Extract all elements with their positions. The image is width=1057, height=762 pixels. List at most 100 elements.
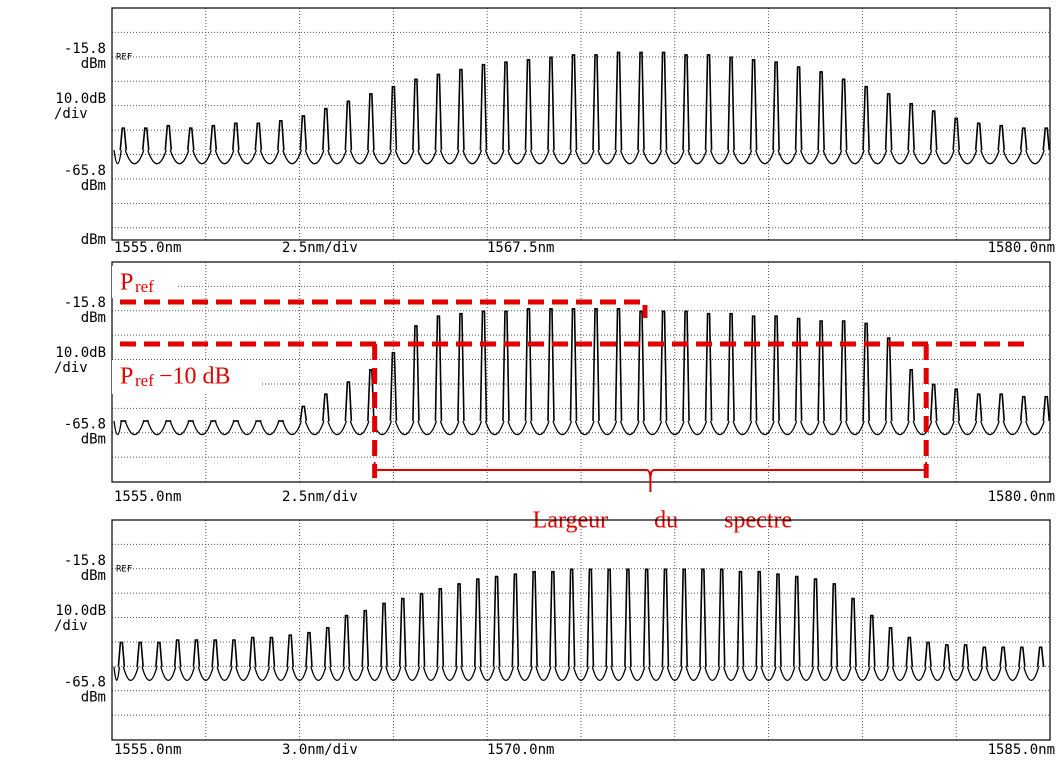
y-unit: dBm [81,568,106,584]
label-background [112,266,178,298]
p-ref-label: P [120,270,133,296]
p-ref-sub: ref [135,277,154,296]
noise-floor [113,149,1045,165]
spectral-line [211,639,219,667]
spectral-line [884,337,893,422]
spectral-line [117,641,126,667]
spectral-line [997,393,1006,422]
y-scale-label: 10.0dB [55,345,106,361]
spectral-line [457,68,465,151]
spectral-line [929,383,938,422]
y-scale-label: /div [54,360,88,376]
spectral-line [929,110,938,151]
spectral-line [155,641,163,667]
spectral-line [839,320,848,422]
spectral-line [322,393,330,422]
spectral-line [952,388,960,422]
spectral-line [811,578,820,667]
spectral-line [907,102,915,151]
p-ref-10-label: P [120,364,133,390]
spectral-line [997,124,1006,151]
spectral-line [267,636,276,667]
y-tick-label: -15.8 [64,41,106,57]
spectral-line [755,570,764,667]
spectral-line [980,646,989,667]
spectral-line [592,308,600,422]
spectral-line [924,641,932,667]
spectral-line [830,583,839,667]
y-tick-label: -65.8 [64,417,106,433]
spectral-line [794,66,803,151]
x-tick-label: 1570.0nm [487,742,554,758]
y-unit: dBm [81,232,106,248]
spectral-line [192,639,201,667]
spectral-line [1019,395,1028,422]
spectral-line [680,568,688,667]
y-scale-label: /div [54,618,88,634]
spectral-line [434,73,443,151]
y-scale-label: 10.0dB [55,91,106,107]
spectral-line [344,100,353,151]
spectral-line [774,573,782,667]
noise-floor [113,420,1045,436]
spectral-line [1019,127,1028,151]
spectral-line [659,51,668,151]
spectral-line [417,592,426,667]
ref-label: REF [116,52,132,62]
spectral-line [136,641,144,667]
spectral-line [380,602,388,667]
spectral-line [299,115,308,151]
spectral-line [794,317,803,422]
spectral-line [322,107,330,151]
spectral-line [605,568,613,667]
spectral-line [907,369,915,422]
spectral-line [717,568,726,667]
spectral-line [434,315,443,422]
spectral-line [862,85,870,151]
y-unit: dBm [81,310,106,326]
spectral-line [624,568,632,667]
spectral-line [569,308,578,422]
spectral-line [367,93,375,151]
spectral-line [254,122,263,151]
label-background [112,360,262,394]
spectral-line [727,312,735,422]
spectral-line [1036,646,1045,667]
label-background [486,503,842,541]
x-tick-label: 1580.0nm [988,489,1055,505]
spectral-line [567,568,576,667]
spectral-line [642,568,651,667]
spectral-line [849,597,857,667]
p-ref-10-sub: ref [135,371,154,390]
spectral-line [248,636,257,667]
spectral-line [682,310,690,422]
spectral-line [569,54,578,151]
spectral-line [323,627,332,667]
spectral-line [999,646,1007,667]
spectral-line [637,51,645,151]
x-tick-label: 1555.0nm [114,489,181,505]
spectral-line [389,85,398,151]
spectral-line [862,322,870,422]
spectral-line [661,568,670,667]
p-ref-10-suffix: −10 dB [159,364,231,390]
spectral-line [884,93,893,151]
spectral-line [637,310,645,422]
spectral-line [549,570,557,667]
spectral-line [479,310,488,422]
spectral-line [436,587,445,667]
spectral-line [511,573,520,667]
spectral-line [704,312,713,422]
spectral-line [502,61,510,151]
y-unit: dBm [81,178,106,194]
spectral-line [659,310,668,422]
spectral-line [974,122,983,151]
spectral-line [682,54,690,151]
spectral-line [277,120,285,151]
spectral-line [1042,127,1051,151]
spectral-line [186,127,195,151]
spectral-line [479,63,488,151]
spectral-line [817,320,825,422]
x-tick-label: 1555.0nm [114,742,181,758]
